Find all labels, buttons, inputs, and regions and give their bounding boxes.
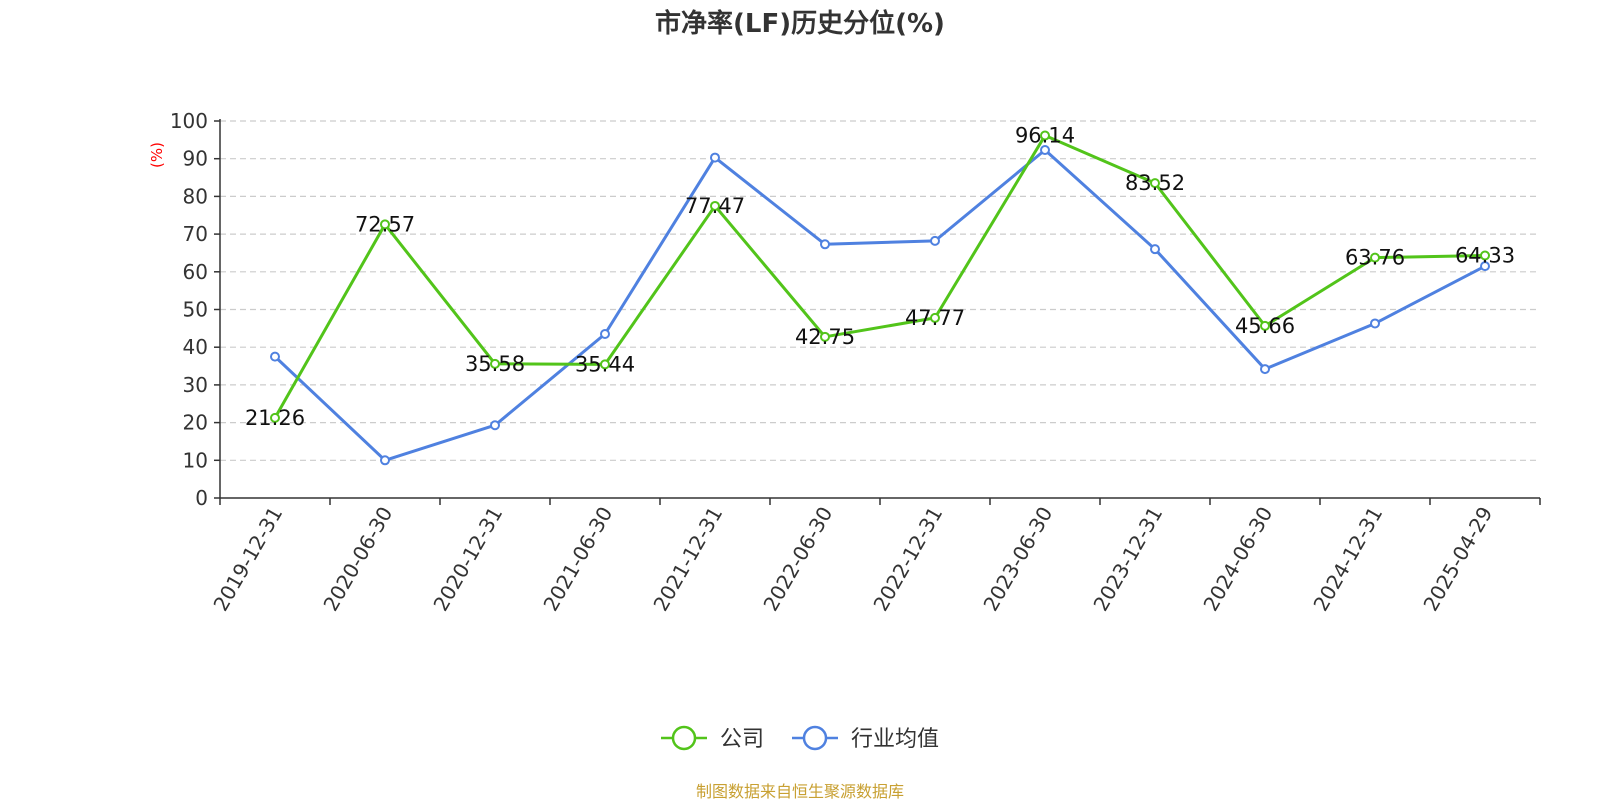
company-point [1040, 130, 1050, 141]
legend-item-company[interactable]: 公司 [661, 725, 764, 752]
industry-average-point [710, 152, 720, 163]
y-tick-label: 20 [183, 411, 208, 435]
legend-item-industry-average[interactable]: 行业均值 [792, 725, 939, 752]
series-layer [270, 130, 1490, 466]
y-tick-label: 30 [183, 373, 208, 397]
y-tick-label: 100 [170, 109, 208, 133]
industry-average-point [380, 455, 390, 466]
legend-label-company: 公司 [720, 727, 764, 752]
company-data-label: 42.75 [795, 325, 855, 349]
grid-layer [220, 120, 1540, 461]
y-tick-label: 70 [183, 222, 208, 246]
company-point [710, 200, 720, 211]
industry-average-point [1480, 261, 1490, 272]
y-tick-label: 60 [183, 260, 208, 284]
company-point [1150, 178, 1160, 189]
company-data-label: 35.58 [465, 352, 525, 376]
y-tick-label: 80 [183, 184, 208, 208]
company-data-label: 83.52 [1125, 171, 1185, 195]
y-tick-label: 40 [183, 335, 208, 359]
company-point [820, 331, 830, 342]
legend-marker-company [671, 725, 697, 751]
company-point [490, 358, 500, 369]
industry-average-point [1040, 145, 1050, 156]
company-data-label: 77.47 [685, 194, 745, 218]
x-tick-label: 2021-06-30 [538, 503, 617, 616]
x-tick-label: 2022-12-31 [868, 503, 947, 616]
series-line-industry-average [273, 148, 1486, 462]
axis-layer: 0 10 20 30 40 50 60 70 80 90 100 2019-12-31 2020-06-… [170, 109, 1541, 616]
company-data-label: 35.44 [575, 352, 635, 376]
legend: 公司 行业均值 [661, 725, 939, 752]
industry-average-point [270, 351, 280, 362]
data-label-layer: 21.26 72.57 35.58 35.44 77.47 42.75 47.77 96.14… [245, 124, 1515, 430]
company-point [1260, 320, 1270, 331]
x-tick-label: 2023-12-31 [1088, 503, 1167, 616]
x-tick-label: 2024-06-30 [1198, 503, 1277, 616]
y-tick-label: 90 [183, 147, 208, 171]
company-data-label: 45.66 [1235, 314, 1295, 338]
industry-average-point [930, 235, 940, 246]
y-tick-label: 50 [183, 298, 208, 322]
company-point [270, 412, 280, 423]
company-point [1480, 250, 1490, 261]
y-axis-unit-label: (%) [148, 142, 166, 168]
x-tick-label: 2020-06-30 [318, 503, 397, 616]
company-point [930, 312, 940, 323]
industry-average-point [490, 420, 500, 431]
y-tick-label: 0 [195, 486, 208, 510]
industry-average-point [1370, 318, 1380, 329]
x-tick-label: 2021-12-31 [648, 503, 727, 616]
x-tick-label: 2025-04-29 [1418, 503, 1497, 616]
series-line-company [273, 134, 1486, 419]
company-data-label: 72.57 [355, 212, 415, 236]
company-data-label: 47.77 [905, 306, 965, 330]
x-tick-label: 2024-12-31 [1308, 503, 1387, 616]
company-data-label: 96.14 [1015, 124, 1075, 148]
company-point [1370, 252, 1380, 263]
company-data-label: 21.26 [245, 406, 305, 430]
legend-label-industry-average: 行业均值 [851, 727, 939, 752]
x-tick-label: 2020-12-31 [428, 503, 507, 616]
x-tick-label: 2019-12-31 [208, 503, 287, 616]
legend-marker-industry-average [802, 725, 828, 751]
x-tick-label: 2023-06-30 [978, 503, 1057, 616]
y-tick-label: 10 [183, 448, 208, 472]
industry-average-point [1260, 364, 1270, 375]
company-data-label: 64.33 [1455, 243, 1515, 267]
x-tick-label: 2022-06-30 [758, 503, 837, 616]
chart-title: 市净率(LF)历史分位(%) [655, 8, 945, 39]
industry-average-point [600, 329, 610, 340]
company-point [380, 219, 390, 230]
company-point [600, 359, 610, 370]
industry-average-point [1150, 244, 1160, 255]
data-source-note: 制图数据来自恒生聚源数据库 [696, 782, 904, 800]
industry-average-point [820, 239, 830, 250]
company-data-label: 63.76 [1345, 246, 1405, 270]
